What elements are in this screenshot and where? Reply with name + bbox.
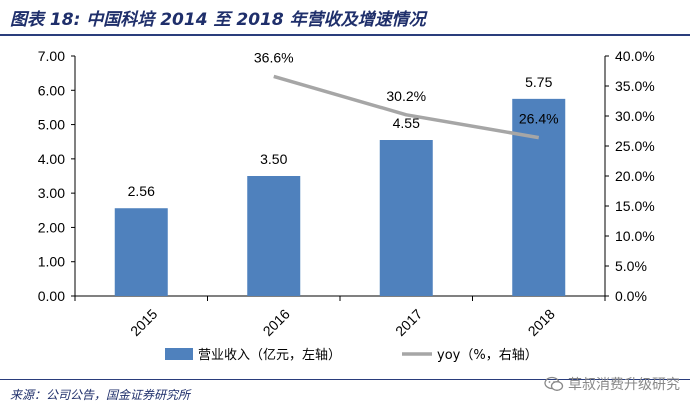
right-tick-label: 0.0% <box>615 288 647 304</box>
bar <box>512 98 566 296</box>
right-tick-label: 40.0% <box>615 48 655 64</box>
left-tick-label: 7.00 <box>38 48 65 64</box>
left-tick-label: 4.00 <box>38 151 65 167</box>
chart: 0.00 1.00 2.00 3.00 4.00 5.00 6.00 7.00 0.0% 5.0%… <box>38 48 655 363</box>
bar-value-label: 5.75 <box>525 74 552 90</box>
bar <box>247 176 301 296</box>
watermark: 草叔消费升级研究 <box>544 374 680 394</box>
source-note: 来源：公司公告，国金证券研究所 <box>10 388 191 402</box>
right-tick-label: 30.0% <box>615 108 655 124</box>
bar-value-label: 3.50 <box>260 151 287 167</box>
bar <box>379 140 433 296</box>
right-tick-label: 20.0% <box>615 168 655 184</box>
watermark-text: 草叔消费升级研究 <box>568 377 680 393</box>
yoy-value-label: 36.6% <box>254 49 294 65</box>
left-tick-label: 6.00 <box>38 82 65 98</box>
left-tick-label: 1.00 <box>38 254 65 270</box>
right-tick-label: 10.0% <box>615 228 655 244</box>
bar-value-label: 2.56 <box>128 183 155 199</box>
x-tick-label: 2015 <box>127 306 160 339</box>
left-tick-label: 5.00 <box>38 117 65 133</box>
chart-title: 图表 18: 中国科培 2014 至 2018 年营收及增速情况 <box>10 10 426 30</box>
right-tick-label: 5.0% <box>615 258 647 274</box>
legend-bar-swatch <box>165 348 193 360</box>
wechat-icon <box>544 376 564 391</box>
bar <box>114 208 168 296</box>
x-tick-label: 2018 <box>525 306 558 339</box>
title-divider <box>0 34 690 36</box>
right-tick-label: 25.0% <box>615 138 655 154</box>
yoy-value-label: 26.4% <box>519 111 559 127</box>
legend-bar-label: 营业收入（亿元，左轴） <box>198 348 341 363</box>
x-tick-label: 2016 <box>260 306 293 339</box>
right-tick-label: 35.0% <box>615 78 655 94</box>
x-tick-label: 2017 <box>392 306 425 339</box>
yoy-value-label: 30.2% <box>386 88 426 104</box>
left-tick-label: 0.00 <box>38 288 65 304</box>
left-tick-label: 2.00 <box>38 219 65 235</box>
legend-line-label: yoy（%，右轴） <box>437 348 538 363</box>
right-tick-label: 15.0% <box>615 198 655 214</box>
yoy-line <box>273 74 540 140</box>
left-tick-label: 3.00 <box>38 185 65 201</box>
footer-divider <box>0 379 690 380</box>
bar-value-label: 4.55 <box>393 115 420 131</box>
